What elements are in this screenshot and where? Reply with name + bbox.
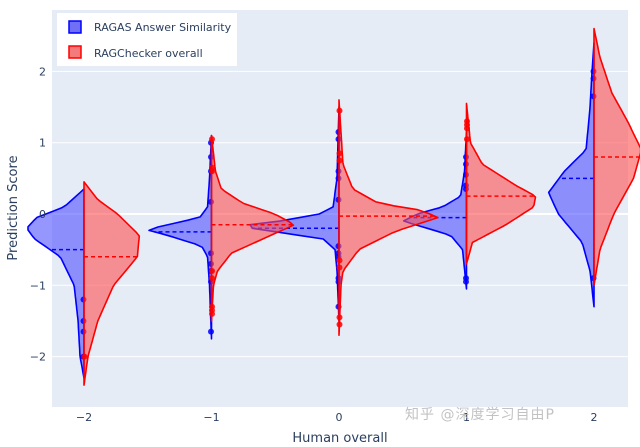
violin-shape	[83, 181, 141, 386]
legend-item-ragas[interactable]: RAGAS Answer Similarity	[68, 20, 232, 34]
data-point	[336, 264, 343, 271]
data-point	[209, 310, 215, 317]
y-tick-label: 1	[39, 137, 46, 150]
violin-ragchecker	[464, 102, 537, 265]
data-point	[464, 136, 470, 143]
violin-ragchecker	[81, 181, 141, 386]
y-axis-title: Prediction Score	[6, 155, 21, 260]
data-point	[209, 275, 215, 282]
y-tick-label: −2	[30, 351, 46, 364]
data-point	[336, 150, 343, 157]
y-axis-ticks: −2 −1 0 1 2	[30, 65, 46, 363]
data-point	[209, 268, 215, 275]
x-tick-label: −1	[203, 411, 219, 424]
data-point	[463, 278, 469, 285]
legend: RAGAS Answer Similarity RAGChecker overa…	[57, 13, 237, 66]
x-axis-title: Human overall	[292, 431, 387, 446]
legend-label: RAGChecker overall	[94, 47, 203, 60]
data-point	[336, 314, 343, 321]
x-tick-label: 1	[463, 411, 470, 424]
y-tick-label: 0	[39, 208, 46, 221]
x-tick-label: −2	[76, 411, 92, 424]
legend-label: RAGAS Answer Similarity	[94, 21, 232, 34]
data-point	[209, 168, 215, 175]
legend-background	[57, 13, 237, 66]
data-point	[81, 353, 88, 360]
data-point	[336, 257, 343, 264]
legend-swatch-blue-icon	[68, 20, 82, 34]
violin-ragchecker	[336, 99, 439, 337]
data-point	[336, 157, 343, 164]
data-point	[464, 125, 470, 132]
data-point	[209, 136, 215, 143]
violin-ragchecker	[209, 134, 295, 322]
violin-shape	[27, 188, 85, 379]
violin-traces	[27, 27, 640, 386]
data-point	[336, 321, 343, 328]
y-tick-label: 2	[39, 65, 46, 78]
x-axis-ticks: −2 −1 0 1 2	[76, 411, 598, 424]
y-tick-label: −1	[30, 279, 46, 292]
legend-swatch-red-icon	[68, 45, 82, 59]
violin-shape	[210, 134, 295, 322]
watermark: 知乎 @深度学习自由P	[405, 407, 555, 423]
data-point	[336, 107, 343, 114]
x-tick-label: 0	[336, 411, 343, 424]
x-tick-label: 2	[591, 411, 598, 424]
violin-ragchecker	[593, 27, 640, 287]
data-point	[208, 328, 214, 335]
legend-item-ragchecker[interactable]: RAGChecker overall	[68, 45, 203, 60]
